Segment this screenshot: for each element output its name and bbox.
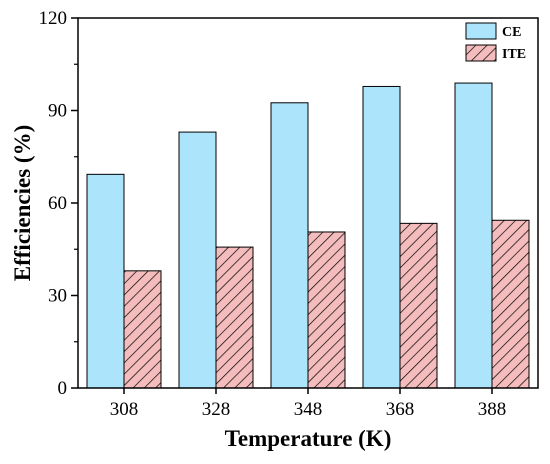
y-tick-label: 0	[58, 378, 68, 399]
bar-ite-368	[399, 222, 438, 389]
y-tick-label: 90	[48, 101, 67, 122]
legend-label-ce: CE	[502, 25, 521, 40]
bar-ite-388	[491, 219, 530, 389]
bar-ite-328	[215, 246, 254, 389]
legend-swatch-ce	[465, 22, 497, 40]
x-tick-label: 348	[294, 399, 323, 420]
bars-group	[86, 82, 530, 389]
x-axis-ticks: 308 328 348 368 388	[110, 388, 507, 420]
legend-swatch-ite	[465, 44, 497, 62]
bar-ce-308	[86, 173, 125, 389]
bar-ce-388	[454, 82, 493, 389]
bar-ite-348	[307, 231, 346, 389]
x-tick-label: 388	[478, 399, 507, 420]
bar-ce-328	[178, 131, 217, 389]
x-tick-label: 328	[202, 399, 231, 420]
bar-ite-308	[123, 270, 162, 389]
legend: CE ITE	[465, 22, 526, 62]
x-axis-title: Temperature (K)	[225, 426, 392, 451]
x-tick-label: 308	[110, 399, 139, 420]
x-tick-label: 368	[386, 399, 415, 420]
y-axis-ticks: 0 30 60 90 120	[39, 8, 78, 399]
bar-ce-348	[270, 102, 309, 389]
y-tick-label: 60	[48, 193, 67, 214]
y-tick-label: 30	[48, 286, 67, 307]
plot-area-frame	[77, 17, 539, 389]
bar-ce-368	[362, 85, 401, 389]
y-tick-label: 120	[39, 8, 68, 29]
legend-label-ite: ITE	[502, 47, 526, 62]
y-axis-title: Efficiencies (%)	[10, 125, 35, 281]
